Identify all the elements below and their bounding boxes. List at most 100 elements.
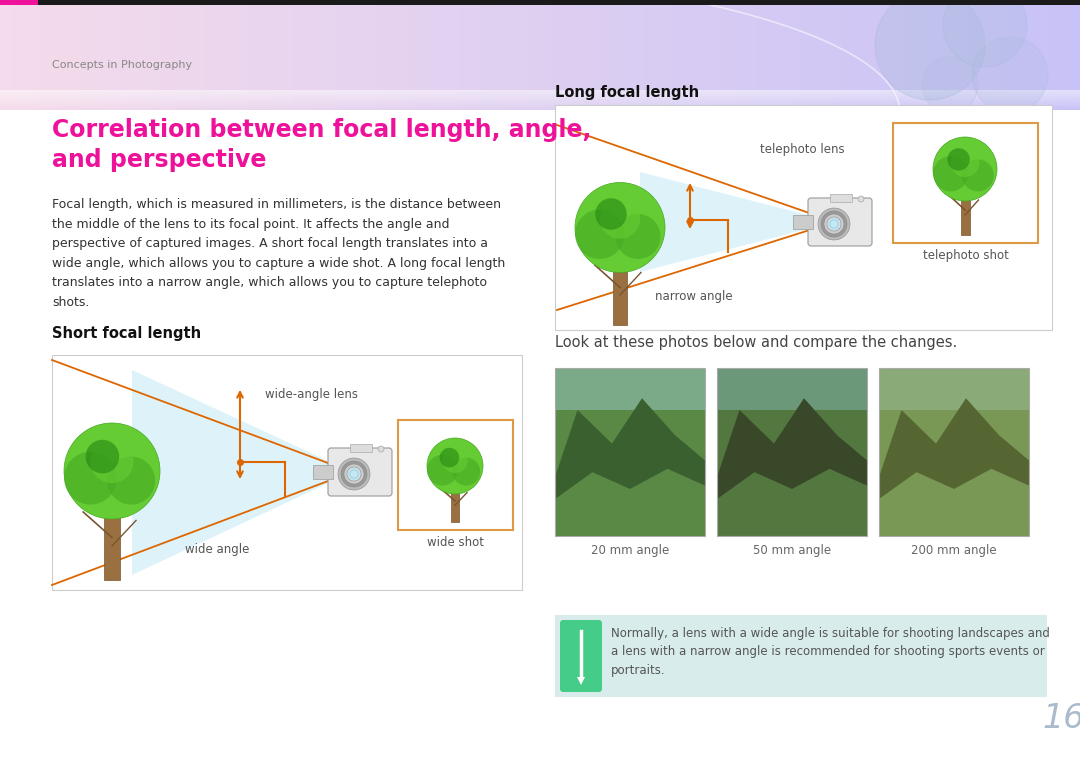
Circle shape bbox=[341, 461, 367, 487]
Bar bbox=[680, 0, 687, 110]
Bar bbox=[502, 0, 509, 110]
Bar bbox=[756, 0, 762, 110]
Bar bbox=[540, 0, 546, 110]
Bar bbox=[108, 0, 114, 110]
Bar bbox=[859, 0, 865, 110]
Bar bbox=[0, 107, 1080, 108]
Bar bbox=[831, 194, 852, 202]
Polygon shape bbox=[640, 172, 835, 272]
Bar bbox=[977, 0, 984, 110]
Bar bbox=[508, 0, 514, 110]
Bar bbox=[275, 0, 282, 110]
Text: 16: 16 bbox=[1042, 702, 1080, 735]
Circle shape bbox=[443, 448, 468, 473]
Circle shape bbox=[440, 448, 459, 467]
Bar bbox=[427, 0, 433, 110]
Bar bbox=[0, 0, 6, 110]
Bar bbox=[555, 105, 1052, 330]
Bar bbox=[0, 98, 1080, 99]
Bar bbox=[893, 123, 1038, 243]
Circle shape bbox=[595, 198, 626, 230]
Circle shape bbox=[85, 440, 119, 474]
Bar bbox=[265, 0, 271, 110]
Bar bbox=[0, 106, 1080, 107]
Bar bbox=[157, 0, 163, 110]
Bar bbox=[686, 0, 692, 110]
Bar bbox=[972, 0, 978, 110]
Bar bbox=[205, 0, 212, 110]
Bar bbox=[200, 0, 206, 110]
Bar bbox=[778, 0, 784, 110]
Bar bbox=[793, 215, 813, 229]
Text: Short focal length: Short focal length bbox=[52, 326, 201, 341]
Bar bbox=[0, 0, 38, 5]
Circle shape bbox=[821, 211, 847, 237]
Bar bbox=[578, 0, 584, 110]
Bar bbox=[691, 0, 698, 110]
Bar bbox=[967, 0, 973, 110]
Bar bbox=[248, 0, 255, 110]
Bar bbox=[356, 0, 363, 110]
Bar bbox=[1053, 0, 1059, 110]
Bar bbox=[1004, 0, 1011, 110]
Bar bbox=[613, 250, 627, 325]
Bar bbox=[702, 0, 708, 110]
FancyBboxPatch shape bbox=[808, 198, 872, 246]
Circle shape bbox=[824, 214, 843, 234]
Bar bbox=[848, 0, 854, 110]
Bar bbox=[869, 0, 876, 110]
Bar bbox=[0, 103, 1080, 104]
Circle shape bbox=[933, 137, 997, 201]
Bar bbox=[1031, 0, 1038, 110]
Bar bbox=[340, 0, 347, 110]
Polygon shape bbox=[132, 370, 352, 575]
Circle shape bbox=[453, 457, 481, 486]
Bar bbox=[497, 0, 503, 110]
Bar bbox=[292, 0, 298, 110]
Bar bbox=[11, 0, 17, 110]
Bar bbox=[173, 0, 179, 110]
Bar bbox=[302, 0, 309, 110]
Bar bbox=[1015, 0, 1022, 110]
Bar bbox=[0, 102, 1080, 103]
Bar bbox=[717, 368, 867, 536]
Bar bbox=[0, 101, 1080, 102]
Circle shape bbox=[338, 458, 370, 490]
Text: wide shot: wide shot bbox=[427, 536, 484, 549]
Bar bbox=[950, 0, 957, 110]
Bar bbox=[551, 0, 557, 110]
Bar bbox=[788, 0, 795, 110]
Bar bbox=[254, 0, 260, 110]
Bar bbox=[286, 0, 293, 110]
Bar bbox=[297, 0, 303, 110]
Text: telephoto shot: telephoto shot bbox=[922, 249, 1009, 262]
Bar bbox=[475, 0, 482, 110]
Bar bbox=[805, 0, 811, 110]
Bar bbox=[351, 0, 357, 110]
Bar bbox=[216, 0, 222, 110]
Bar bbox=[470, 0, 476, 110]
Bar bbox=[832, 0, 838, 110]
Bar bbox=[1048, 0, 1054, 110]
Bar bbox=[308, 0, 314, 110]
Bar bbox=[410, 0, 417, 110]
Bar bbox=[923, 0, 930, 110]
Bar bbox=[879, 368, 1029, 536]
Bar bbox=[675, 0, 681, 110]
Bar bbox=[405, 0, 411, 110]
Bar bbox=[313, 0, 320, 110]
Bar bbox=[605, 0, 611, 110]
Bar bbox=[481, 0, 487, 110]
Bar bbox=[0, 0, 1080, 5]
Bar bbox=[16, 0, 23, 110]
Bar bbox=[400, 0, 406, 110]
Bar bbox=[1075, 0, 1080, 110]
Bar bbox=[394, 0, 401, 110]
Bar bbox=[783, 0, 789, 110]
Bar bbox=[97, 0, 104, 110]
Bar bbox=[329, 0, 336, 110]
Bar bbox=[324, 0, 330, 110]
Text: Normally, a lens with a wide angle is suitable for shooting landscapes and
a len: Normally, a lens with a wide angle is su… bbox=[611, 627, 1050, 677]
Bar bbox=[0, 109, 1080, 110]
Bar bbox=[346, 0, 352, 110]
